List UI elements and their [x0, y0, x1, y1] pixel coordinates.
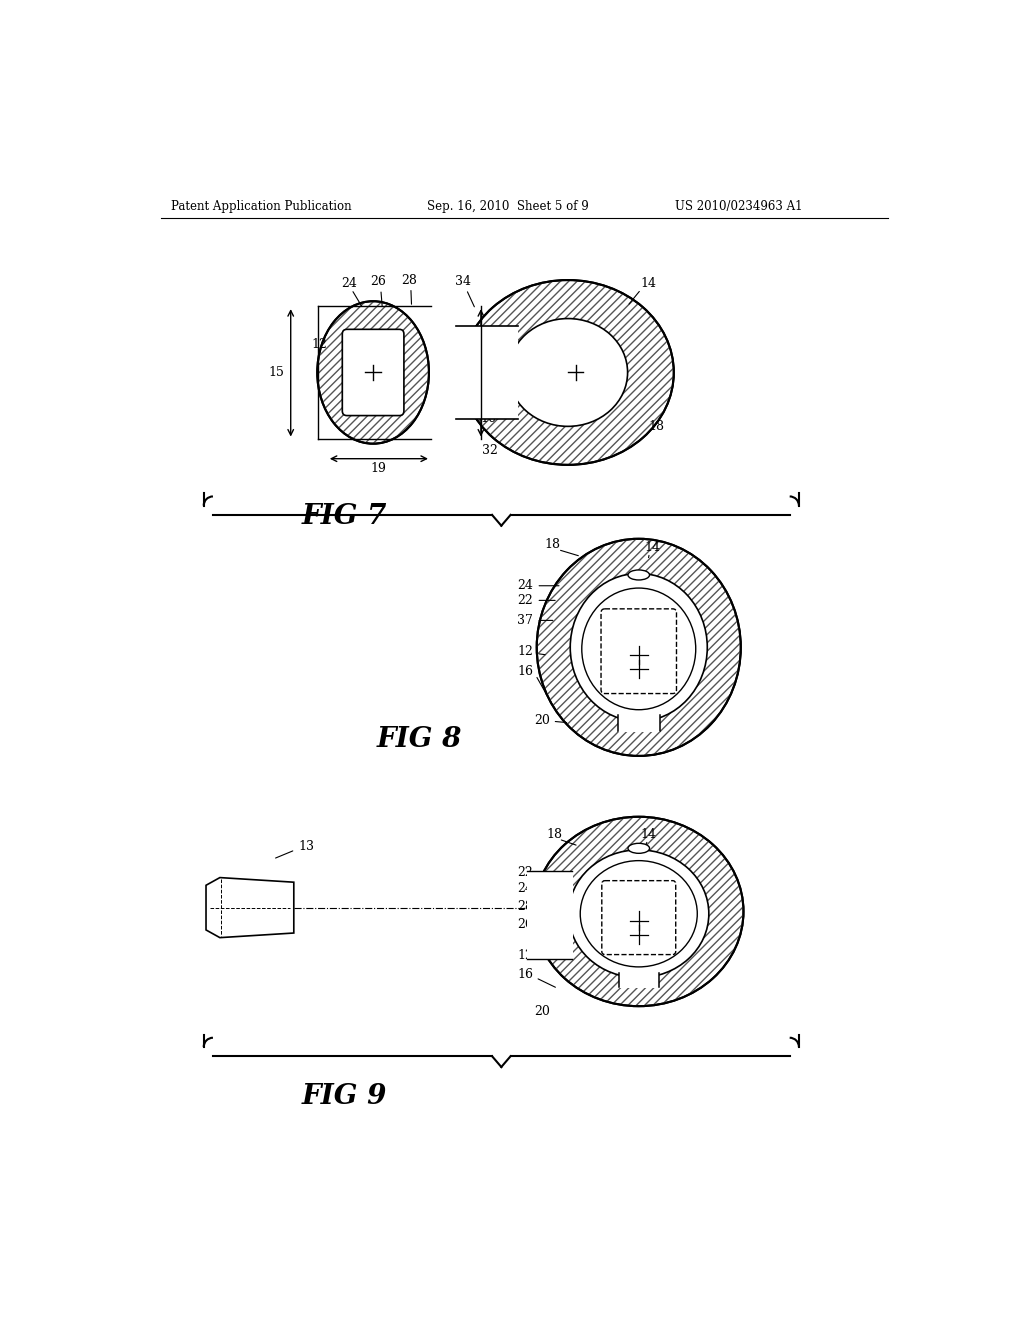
Text: 14: 14 — [640, 828, 656, 841]
Text: 13: 13 — [298, 840, 314, 853]
Text: 12: 12 — [311, 338, 328, 351]
FancyBboxPatch shape — [602, 880, 676, 954]
Text: FIG 7: FIG 7 — [302, 503, 387, 529]
Text: 24: 24 — [517, 579, 534, 593]
Ellipse shape — [535, 817, 743, 1006]
Text: 20: 20 — [535, 1005, 551, 1018]
Ellipse shape — [581, 861, 697, 966]
Text: 39: 39 — [604, 603, 620, 616]
Text: α: α — [481, 350, 492, 364]
Text: 17: 17 — [490, 366, 506, 379]
Ellipse shape — [462, 280, 674, 465]
Ellipse shape — [508, 318, 628, 426]
Ellipse shape — [568, 850, 709, 978]
Ellipse shape — [570, 573, 708, 721]
Text: 16: 16 — [517, 665, 534, 678]
Text: 12: 12 — [517, 644, 534, 657]
Text: 22: 22 — [517, 594, 534, 607]
FancyBboxPatch shape — [601, 609, 677, 693]
Text: 39: 39 — [569, 343, 585, 356]
Ellipse shape — [582, 589, 695, 710]
Text: FIG 9: FIG 9 — [302, 1082, 387, 1110]
Text: 26: 26 — [371, 275, 386, 288]
Text: 24: 24 — [517, 882, 534, 895]
Text: 24: 24 — [341, 277, 357, 289]
Text: 22: 22 — [496, 370, 511, 383]
Bar — [617, 715, 659, 733]
Text: 32: 32 — [481, 445, 498, 458]
Ellipse shape — [317, 301, 429, 444]
Text: 14: 14 — [640, 277, 656, 290]
Text: 16: 16 — [517, 968, 534, 981]
Text: 26: 26 — [517, 917, 534, 931]
Text: 34: 34 — [456, 275, 471, 288]
Text: 18: 18 — [546, 828, 562, 841]
Text: US 2010/0234963 A1: US 2010/0234963 A1 — [675, 199, 803, 213]
Text: 22: 22 — [517, 866, 534, 879]
Polygon shape — [206, 878, 294, 937]
Bar — [457, 326, 518, 418]
Text: 30: 30 — [481, 395, 497, 408]
Text: 28: 28 — [401, 273, 417, 286]
Text: 37: 37 — [588, 892, 603, 906]
Text: Patent Application Publication: Patent Application Publication — [171, 199, 352, 213]
Text: 14: 14 — [645, 541, 660, 554]
Text: 20: 20 — [535, 714, 551, 727]
Text: 37: 37 — [517, 614, 534, 627]
Bar — [527, 871, 573, 960]
Ellipse shape — [628, 843, 649, 853]
FancyBboxPatch shape — [342, 330, 403, 416]
Text: FIG 8: FIG 8 — [377, 726, 462, 754]
Text: 19: 19 — [371, 462, 386, 475]
Text: 18: 18 — [648, 420, 664, 433]
Text: 16: 16 — [481, 412, 497, 425]
Ellipse shape — [628, 570, 649, 579]
Text: 37: 37 — [365, 352, 380, 366]
Text: 28: 28 — [517, 900, 534, 913]
Text: 12: 12 — [517, 949, 534, 962]
Text: 39: 39 — [622, 892, 638, 906]
Text: Sep. 16, 2010  Sheet 5 of 9: Sep. 16, 2010 Sheet 5 of 9 — [427, 199, 589, 213]
Bar — [618, 973, 658, 989]
Text: 18: 18 — [545, 539, 560, 552]
Text: 15: 15 — [268, 366, 285, 379]
Ellipse shape — [537, 539, 740, 756]
